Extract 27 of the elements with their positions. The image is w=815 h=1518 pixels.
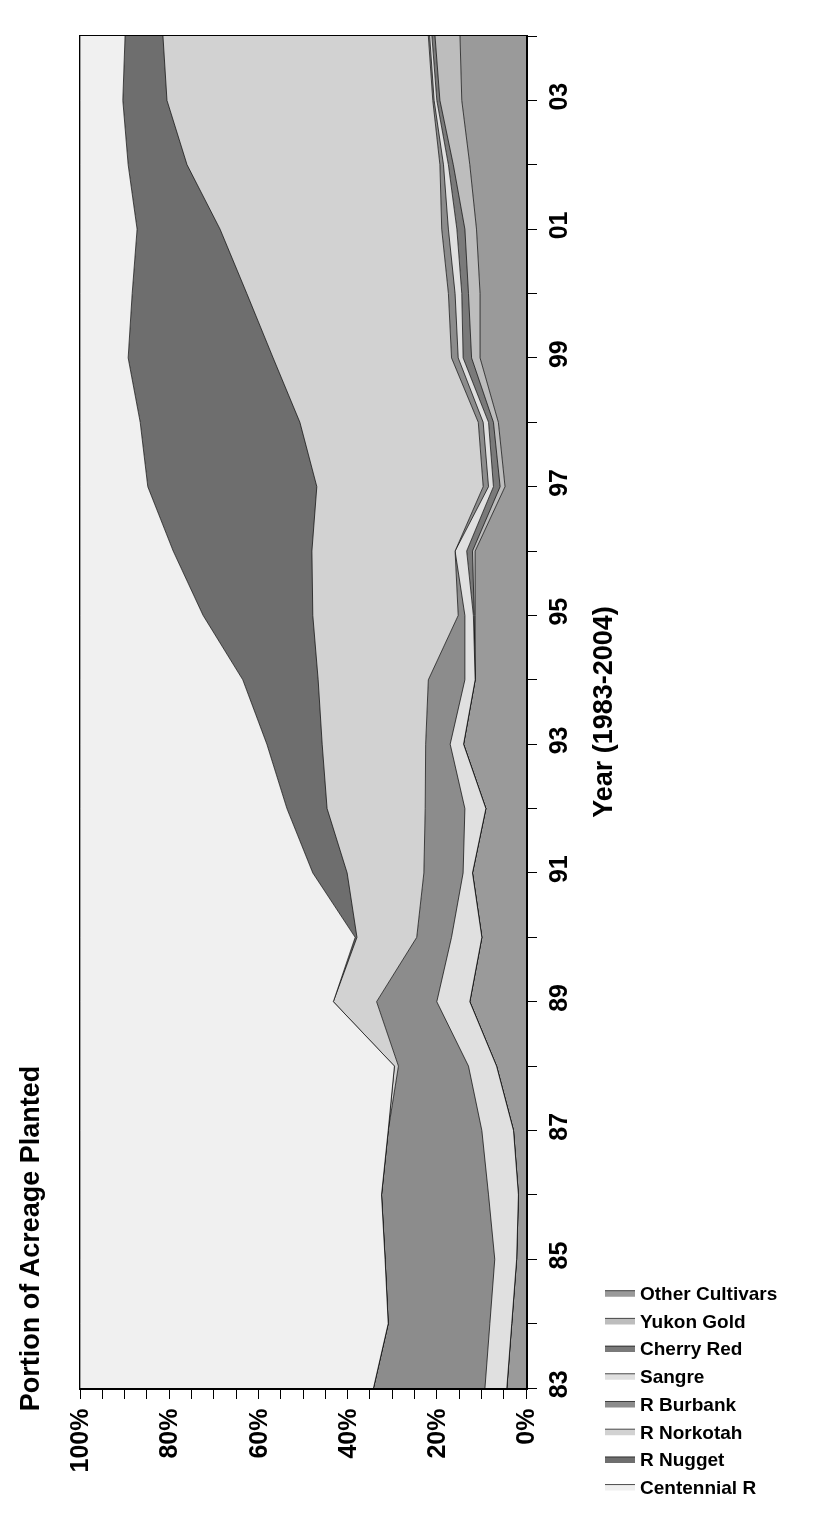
legend-label: R Burbank (640, 1393, 737, 1415)
x-tick-label: 80% (154, 1408, 183, 1459)
legend-label: R Nugget (640, 1449, 726, 1471)
legend-label: Cherry Red (640, 1338, 743, 1360)
x-tick-label: 0% (511, 1408, 540, 1445)
legend-label: Other Cultivars (640, 1283, 778, 1305)
y-tick-label: 01 (543, 211, 572, 240)
y-tick-label: 85 (543, 1241, 572, 1270)
legend-label: Centennial R (640, 1476, 757, 1498)
y-tick-label: 83 (543, 1370, 572, 1399)
text: Portion of Acreage Planted (14, 1065, 45, 1412)
y-tick-label: 93 (543, 726, 572, 755)
x-tick-label: 20% (421, 1408, 450, 1459)
y-tick-label: 03 (543, 82, 572, 111)
x-tick-label: 40% (332, 1408, 361, 1459)
x-tick-label: 60% (243, 1408, 272, 1459)
y-tick-label: 91 (543, 855, 572, 884)
legend-label: Yukon Gold (640, 1310, 746, 1332)
x-tick-label: 100% (65, 1408, 94, 1473)
y-tick-label: 89 (543, 984, 572, 1012)
y-tick-label: 97 (543, 469, 572, 497)
legend-label: R Norkotah (640, 1421, 743, 1443)
legend-label: Sangre (640, 1366, 705, 1388)
y-tick-label: 87 (543, 1112, 572, 1141)
y-tick-label: 99 (543, 340, 572, 369)
y-tick-label: 95 (543, 597, 572, 626)
y-axis-title: Year (1983-2004) (587, 606, 618, 818)
